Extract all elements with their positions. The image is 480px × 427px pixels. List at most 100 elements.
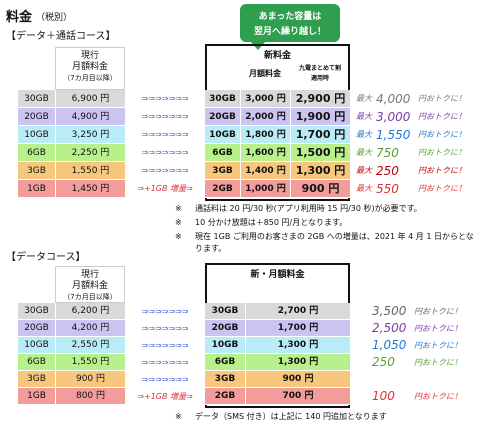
note-mark: ※ — [175, 218, 182, 227]
current-price: 4,200 円 — [55, 320, 125, 337]
new-plan: 6GB — [212, 148, 233, 158]
new-price: 1,300 円 — [245, 337, 350, 354]
new-price: 2,700 円 — [245, 303, 350, 320]
saving: 最大 250 円おトクに！ — [356, 162, 480, 180]
saving: 1,050 円おトクに！ — [372, 337, 480, 354]
current-price: 800 円 — [55, 388, 125, 405]
saving: 100 円おトクに！ — [372, 388, 480, 405]
new-plan: 3GB — [214, 374, 236, 384]
tax-note: （税別） — [36, 13, 73, 23]
saving-amount: 550 — [376, 182, 399, 196]
saving-suffix: 円おトクに！ — [418, 184, 466, 193]
saving-amount: 3,500 — [372, 304, 407, 318]
saving-suffix: 円おトクに！ — [418, 166, 466, 175]
arrow: ⇒⇒⇒⇒⇒⇒⇒ — [125, 371, 205, 388]
saving-suffix: 円おトクに！ — [414, 324, 462, 333]
note-text: データ（SMS 付き）は上記に 140 円追加となります — [195, 412, 387, 421]
saving-amount: 1,050 — [372, 338, 407, 352]
saving: 最大 550 円おトクに！ — [356, 180, 480, 198]
arrow: ⇒⇒⇒⇒⇒⇒⇒ — [125, 354, 205, 371]
note-mark: ※ — [175, 412, 182, 421]
callout-line: あまった容量は — [258, 12, 322, 22]
current-price: 1,550 円 — [55, 354, 125, 371]
note-text: 10 分かけ放題は＋850 円/月となります。 — [195, 218, 348, 227]
saving-suffix: 円おトクに！ — [414, 358, 462, 367]
plan: 3GB — [27, 166, 46, 176]
new-plan: 2GB — [212, 184, 233, 194]
new-plan: 2GB — [214, 391, 236, 401]
saving-prefix: 最大 — [356, 112, 372, 121]
plan: 30GB — [24, 306, 49, 316]
new-price: 1,700 円 — [245, 320, 350, 337]
new-header-col: 月額料金 — [249, 69, 281, 78]
saving: 最大 3,000 円おトクに！ — [356, 108, 480, 126]
new-price: 1,000 円 — [240, 180, 290, 198]
current-header-text: 現行 — [80, 51, 99, 61]
saving-prefix: 最大 — [356, 166, 372, 175]
callout — [240, 4, 340, 42]
current-price: 4,900 円 — [55, 108, 125, 126]
plan: 6GB — [27, 148, 46, 158]
new-plan: 30GB — [209, 94, 236, 104]
saving-amount: 100 — [372, 389, 395, 403]
new-header-title: 新・月額料金 — [250, 270, 305, 280]
plan: 20GB — [24, 112, 49, 122]
arrow: ⇒⇒⇒⇒⇒⇒⇒ — [125, 126, 205, 144]
saving: 最大 4,000 円おトクに！ — [356, 90, 480, 108]
new-price: 700 円 — [245, 388, 350, 405]
saving-amount: 3,000 — [376, 110, 411, 124]
current-price: 6,900 円 — [55, 90, 125, 108]
title: 料金 — [6, 10, 33, 25]
new-plan: 20GB — [209, 112, 236, 122]
note-mark: ※ — [175, 232, 182, 241]
saving-amount: 750 — [376, 146, 399, 160]
new-header-col: 適用時 — [310, 75, 329, 82]
new-price: 2,000 円 — [240, 108, 290, 126]
saving-suffix: 円おトクに！ — [418, 94, 466, 103]
new-header-title: 新料金 — [263, 51, 291, 61]
new-plan: 10GB — [211, 340, 239, 350]
new-plan: 10GB — [209, 130, 236, 140]
plan: 1GB — [27, 391, 46, 401]
discount-price: 1,700 円 — [290, 126, 350, 144]
current-price: 1,450 円 — [55, 180, 125, 198]
plan: 10GB — [24, 130, 49, 140]
section-label: 【データコース】 — [6, 252, 86, 263]
saving-suffix: 円おトクに！ — [418, 130, 466, 139]
saving: 3,500 円おトクに！ — [372, 303, 480, 320]
saving-suffix: 円おトクに！ — [414, 392, 462, 401]
callout-line: 翌月へ繰り越し！ — [253, 27, 326, 37]
saving: 250 円おトクに！ — [372, 354, 480, 371]
plan: 20GB — [24, 323, 49, 333]
arrow: ⇒+1GB 増量⇒ — [125, 180, 205, 198]
note-text: 通話料は 20 円/30 秒(アプリ利用時 15 円/30 秒)が必要です。 — [195, 204, 422, 213]
discount-price: 900 円 — [290, 180, 350, 198]
new-plan: 30GB — [211, 306, 239, 316]
arrow: ⇒⇒⇒⇒⇒⇒⇒ — [125, 337, 205, 354]
saving-amount: 250 — [372, 355, 395, 369]
plan: 10GB — [24, 340, 49, 350]
new-price: 1,800 円 — [240, 126, 290, 144]
saving-amount: 4,000 — [376, 92, 411, 106]
saving-suffix: 円おトクに！ — [414, 307, 462, 316]
new-price: 1,400 円 — [240, 162, 290, 180]
arrow: ⇒⇒⇒⇒⇒⇒⇒ — [125, 108, 205, 126]
new-price: 1,300 円 — [245, 354, 350, 371]
current-header-text: 月額料金 — [71, 62, 108, 72]
note-mark: ※ — [175, 204, 182, 213]
arrow: ⇒+1GB 増量⇒ — [125, 388, 205, 405]
saving: 最大 750 円おトクに！ — [356, 144, 480, 162]
current-header-text: （7カ月目以降） — [63, 293, 117, 301]
arrow: ⇒⇒⇒⇒⇒⇒⇒ — [125, 320, 205, 337]
current-header — [55, 47, 125, 90]
section-label: 【データ＋通話コース】 — [6, 31, 116, 42]
new-price: 3,000 円 — [240, 90, 290, 108]
current-price: 2,250 円 — [55, 144, 125, 162]
current-price: 1,550 円 — [55, 162, 125, 180]
note-text: 現在 1GB ご利用のお客さまの 2GB への増量は、2021 年 4 月 1 … — [195, 232, 474, 253]
new-plan: 20GB — [211, 323, 239, 333]
discount-price: 1,300 円 — [290, 162, 350, 180]
saving-prefix: 最大 — [356, 130, 372, 139]
saving-amount: 2,500 — [372, 321, 407, 335]
